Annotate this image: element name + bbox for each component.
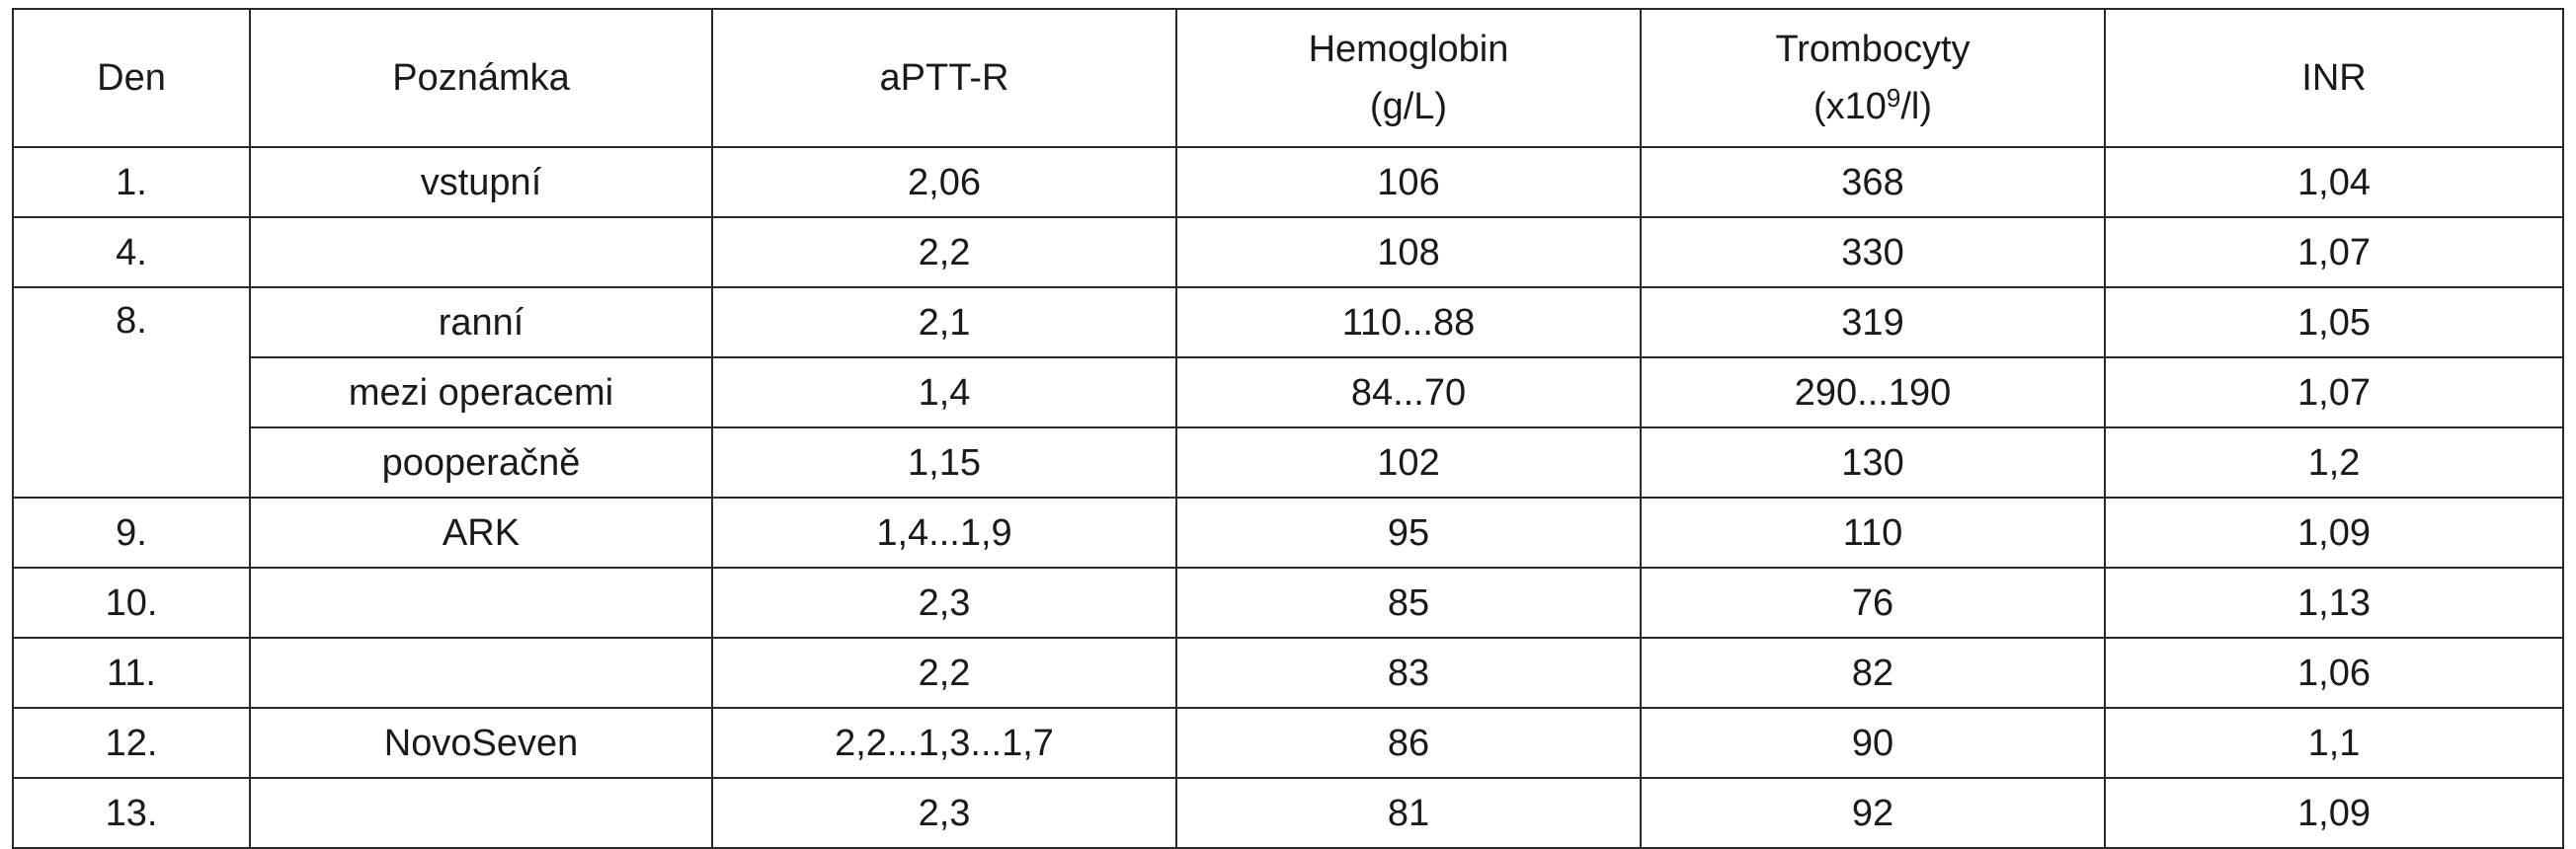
cell-inr: 1,07 [2104, 216, 2564, 288]
cell-poznamka [249, 777, 713, 849]
cell-hemoglobin: 85 [1175, 567, 1642, 639]
table-row: 12. NovoSeven 2,2...1,3...1,7 86 90 1,1 [12, 707, 2564, 779]
cell-den: 12. [12, 707, 251, 779]
header-trombocyty-unit: (x109/l) [1642, 78, 2104, 135]
table-header: Den Poznámka aPTT-R Hemoglobin (g/L) Tro… [12, 8, 2564, 148]
lab-results-table-wrapper: Den Poznámka aPTT-R Hemoglobin (g/L) Tro… [12, 8, 2564, 849]
table-row: 9. ARK 1,4...1,9 95 110 1,09 [12, 497, 2564, 569]
trombocyty-unit-exponent: 9 [1886, 83, 1901, 113]
cell-hemoglobin: 102 [1175, 426, 1642, 499]
cell-hemoglobin: 83 [1175, 637, 1642, 709]
cell-aptt: 2,1 [711, 286, 1177, 358]
cell-aptt: 2,2 [711, 216, 1177, 288]
header-inr: INR [2104, 8, 2564, 148]
cell-aptt: 2,06 [711, 146, 1177, 218]
cell-aptt: 2,3 [711, 567, 1177, 639]
cell-poznamka: pooperačně [249, 426, 713, 499]
cell-aptt: 2,3 [711, 777, 1177, 849]
table-row: 10. 2,3 85 76 1,13 [12, 567, 2564, 639]
table-row: 8. ranní 2,1 110...88 319 1,05 [12, 286, 2564, 499]
cell-hemoglobin: 81 [1175, 777, 1642, 849]
lab-results-table: Den Poznámka aPTT-R Hemoglobin (g/L) Tro… [12, 8, 2564, 849]
cell-hemoglobin: 84...70 [1175, 356, 1642, 428]
cell-poznamka [249, 637, 713, 709]
header-den: Den [12, 8, 251, 148]
cell-hemoglobin: 106 [1175, 146, 1642, 218]
cell-trombocyty: 130 [1640, 426, 2106, 499]
header-hemoglobin-unit: (g/L) [1369, 86, 1448, 127]
cell-aptt: 2,2...1,3...1,7 [711, 707, 1177, 779]
cell-inr: 1,09 [2104, 497, 2564, 569]
cell-poznamka: vstupní [249, 146, 713, 218]
table-row: pooperačně 1,15 102 130 1,2 [13, 426, 2564, 499]
cell-aptt: 1,4 [711, 356, 1177, 428]
cell-poznamka: ranní [249, 286, 713, 358]
cell-inr: 1,07 [2104, 356, 2564, 428]
cell-hemoglobin: 108 [1175, 216, 1642, 288]
cell-trombocyty: 76 [1640, 567, 2106, 639]
cell-inr: 1,06 [2104, 637, 2564, 709]
trombocyty-unit-post: /l) [1900, 86, 1933, 127]
header-trombocyty: Trombocyty (x109/l) [1640, 8, 2106, 148]
header-hemoglobin: Hemoglobin (g/L) [1175, 8, 1642, 148]
cell-poznamka [249, 216, 713, 288]
cell-den: 8. [12, 286, 251, 499]
cell-inr: 1,04 [2104, 146, 2564, 218]
cell-den: 11. [12, 637, 251, 709]
trombocyty-unit-pre: (x10 [1812, 86, 1887, 127]
cell-aptt: 2,2 [711, 637, 1177, 709]
table-row: mezi operacemi 1,4 84...70 290...190 1,0… [13, 356, 2564, 428]
cell-den: 13. [12, 777, 251, 849]
cell-trombocyty: 368 [1640, 146, 2106, 218]
cell-inr: 1,09 [2104, 777, 2564, 849]
cell-trombocyty: 319 [1640, 286, 2106, 358]
cell-hemoglobin: 110...88 [1175, 286, 1642, 358]
header-row: Den Poznámka aPTT-R Hemoglobin (g/L) Tro… [12, 8, 2564, 148]
cell-inr: 1,2 [2104, 426, 2564, 499]
cell-den: 1. [12, 146, 251, 218]
cell-aptt: 1,15 [711, 426, 1177, 499]
cell-den: 9. [12, 497, 251, 569]
cell-poznamka: mezi operacemi [249, 356, 713, 428]
table-row: 11. 2,2 83 82 1,06 [12, 637, 2564, 709]
cell-trombocyty: 82 [1640, 637, 2106, 709]
cell-trombocyty: 330 [1640, 216, 2106, 288]
cell-trombocyty: 92 [1640, 777, 2106, 849]
cell-trombocyty: 110 [1640, 497, 2106, 569]
cell-den: 10. [12, 567, 251, 639]
header-hemoglobin-label: Hemoglobin [1308, 29, 1509, 70]
cell-inr: 1,05 [2104, 286, 2564, 358]
cell-poznamka: NovoSeven [249, 707, 713, 779]
table-row: 13. 2,3 81 92 1,09 [12, 777, 2564, 849]
cell-hemoglobin: 86 [1175, 707, 1642, 779]
table-row: 4. 2,2 108 330 1,07 [12, 216, 2564, 288]
header-poznamka: Poznámka [249, 8, 713, 148]
cell-trombocyty: 290...190 [1640, 356, 2106, 428]
header-aptt: aPTT-R [711, 8, 1177, 148]
cell-aptt: 1,4...1,9 [711, 497, 1177, 569]
cell-den: 4. [12, 216, 251, 288]
cell-inr: 1,1 [2104, 707, 2564, 779]
header-trombocyty-label: Trombocyty [1775, 29, 1971, 70]
cell-hemoglobin: 95 [1175, 497, 1642, 569]
cell-inr: 1,13 [2104, 567, 2564, 639]
cell-trombocyty: 90 [1640, 707, 2106, 779]
cell-poznamka [249, 567, 713, 639]
table-row: 1. vstupní 2,06 106 368 1,04 [12, 146, 2564, 218]
table-body: 1. vstupní 2,06 106 368 1,04 4. 2,2 108 … [12, 146, 2564, 849]
cell-poznamka: ARK [249, 497, 713, 569]
